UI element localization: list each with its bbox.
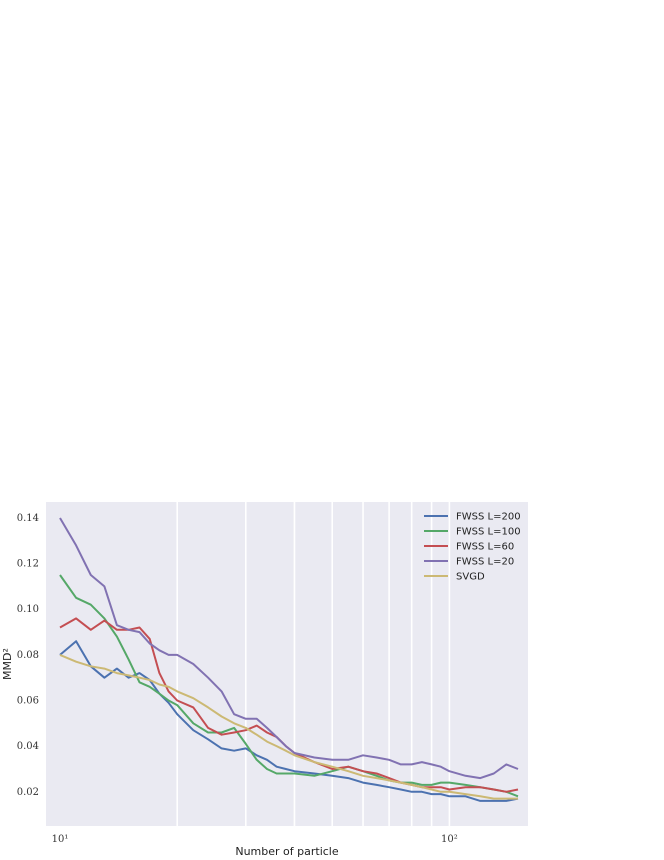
plot-background bbox=[46, 502, 528, 826]
y-tick-label: 0.12 bbox=[17, 559, 39, 570]
x-tick-label: 10² bbox=[441, 834, 458, 845]
grid bbox=[176, 502, 451, 826]
legend-label-3: FWSS L=20 bbox=[456, 557, 514, 568]
series-line-1 bbox=[59, 574, 519, 798]
legend-label-1: FWSS L=100 bbox=[456, 527, 521, 538]
legend-label-2: FWSS L=60 bbox=[456, 542, 514, 553]
y-tick-label: 0.14 bbox=[17, 513, 39, 524]
series-line-0 bbox=[59, 640, 519, 802]
y-axis-label: MMD² bbox=[1, 648, 14, 680]
x-tick-label: 10¹ bbox=[52, 834, 69, 845]
ticks: 0.02 0.04 0.06 0.08 0.10 0.12 0.14 10¹ 10² bbox=[17, 513, 458, 845]
y-tick-label: 0.08 bbox=[17, 650, 39, 661]
y-tick-label: 0.06 bbox=[17, 696, 39, 707]
y-tick-label: 0.02 bbox=[17, 787, 39, 798]
x-axis-label: Number of particle bbox=[235, 845, 339, 858]
y-tick-label: 0.10 bbox=[17, 604, 39, 615]
legend-label-0: FWSS L=200 bbox=[456, 512, 521, 523]
legend-label-4: SVGD bbox=[456, 572, 485, 583]
y-tick-label: 0.04 bbox=[17, 741, 39, 752]
series-line-4 bbox=[59, 653, 518, 800]
legend: FWSS L=200 FWSS L=100 FWSS L=60 FWSS L=20 SV… bbox=[424, 512, 521, 583]
series-layer bbox=[59, 517, 519, 802]
series-line-3 bbox=[59, 517, 519, 780]
